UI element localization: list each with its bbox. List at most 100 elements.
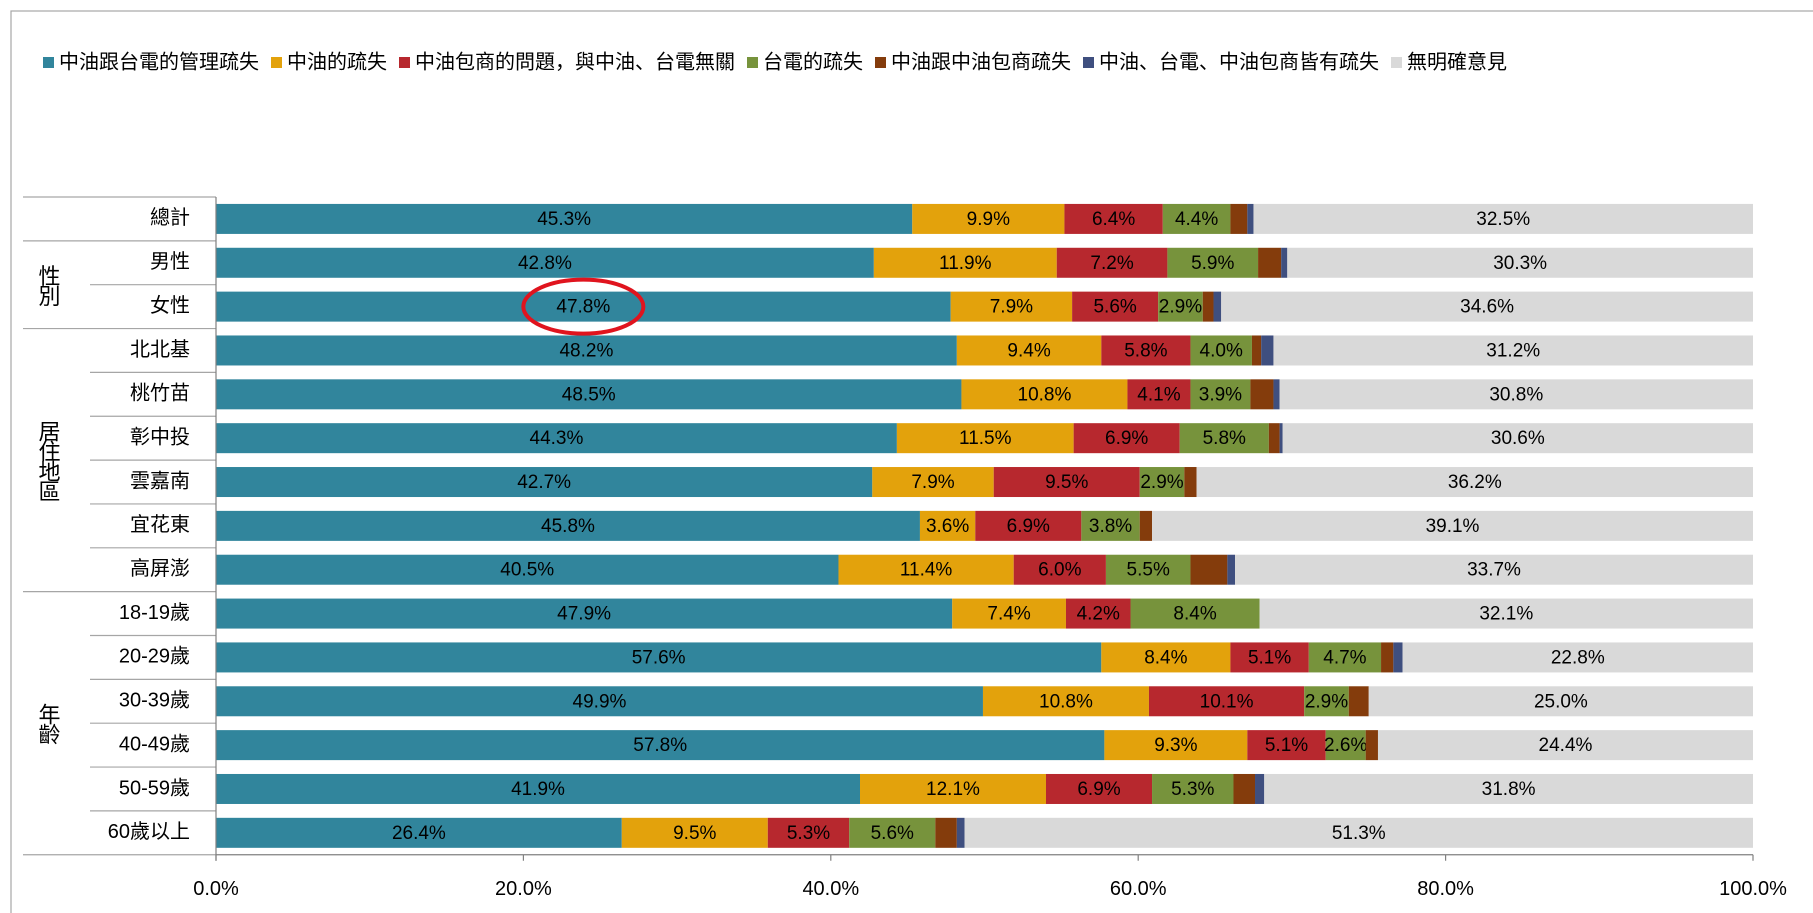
category-label: 50-59歲 (119, 776, 190, 799)
bar-segment (1255, 773, 1265, 804)
value-label: 34.6% (1460, 297, 1514, 318)
bar-segment (950, 291, 1073, 322)
bar-segment (1190, 335, 1252, 366)
bar-segment (1393, 642, 1403, 673)
bar-segment (896, 423, 1074, 454)
value-label: 22.8% (1551, 647, 1605, 668)
bar-segment (216, 642, 1102, 673)
value-label: 5.1% (1265, 735, 1308, 756)
bar-segment (1104, 730, 1248, 761)
category-label: 彰中投 (130, 425, 190, 448)
bar-segment (1261, 335, 1274, 366)
bar-segment (216, 335, 957, 366)
x-tick-label: 100.0% (1719, 878, 1787, 900)
bar-segment (1279, 379, 1753, 410)
bar-segment (621, 817, 768, 848)
bar-segment (1250, 379, 1274, 410)
highlight-circle (521, 277, 646, 336)
bar-segment (216, 598, 953, 629)
bar-segment (216, 817, 622, 848)
bar-segment (1304, 686, 1349, 717)
value-label: 36.2% (1448, 472, 1502, 493)
bar-segment (767, 817, 850, 848)
x-tick-label: 60.0% (1110, 878, 1167, 900)
value-label: 4.2% (1077, 604, 1120, 625)
legend-label: 中油跟台電的管理疏失 (59, 50, 259, 73)
bar-segment (993, 467, 1140, 498)
bar-segment (1127, 379, 1191, 410)
value-label: 26.4% (392, 823, 446, 844)
bar-segment (216, 291, 951, 322)
legend-swatch (399, 57, 410, 68)
bar-segment (1152, 510, 1753, 541)
value-label: 9.4% (1007, 340, 1050, 361)
bar-segment (1056, 247, 1168, 278)
value-label: 4.0% (1200, 340, 1243, 361)
value-label: 5.8% (1203, 428, 1246, 449)
value-label: 8.4% (1173, 604, 1216, 625)
legend-label: 中油包商的問題，與中油、台電無關 (415, 50, 735, 73)
legend-swatch (875, 57, 886, 68)
bar-segment (956, 335, 1102, 366)
bar-segment (1259, 598, 1753, 629)
x-tick-label: 20.0% (495, 878, 552, 900)
value-label: 39.1% (1426, 516, 1480, 537)
value-label: 7.9% (911, 472, 954, 493)
value-label: 9.9% (967, 209, 1010, 230)
category-label: 18-19歲 (119, 601, 190, 624)
value-label: 6.0% (1038, 560, 1081, 581)
bar-segment (1139, 510, 1153, 541)
category-label: 30-39歲 (119, 689, 190, 712)
legend-swatch (1083, 57, 1094, 68)
bar-segment (216, 554, 839, 585)
legend-swatch (271, 57, 282, 68)
value-label: 51.3% (1332, 823, 1386, 844)
value-label: 57.6% (632, 647, 686, 668)
bar-segment (1282, 423, 1753, 454)
bar-segment (1013, 554, 1106, 585)
value-label: 11.5% (959, 428, 1012, 449)
value-label: 32.1% (1479, 604, 1533, 625)
bar-segment (1365, 730, 1378, 761)
legend-label: 中油、台電、中油包商皆有疏失 (1099, 50, 1379, 73)
bar-segment (919, 510, 976, 541)
value-label: 5.6% (1093, 297, 1136, 318)
bar-segment (975, 510, 1082, 541)
value-label: 6.9% (1007, 516, 1050, 537)
bar-segment (1148, 686, 1305, 717)
value-label: 45.3% (537, 209, 591, 230)
bar-segment (1101, 642, 1231, 673)
category-label: 男性 (150, 250, 190, 273)
value-label: 10.8% (1039, 691, 1093, 712)
value-label: 5.9% (1191, 253, 1234, 274)
value-label: 6.9% (1077, 779, 1120, 800)
value-label: 3.6% (926, 516, 969, 537)
bar-segment (935, 817, 957, 848)
bar-segment (1179, 423, 1269, 454)
bar-segment (956, 817, 965, 848)
value-label: 44.3% (530, 428, 584, 449)
bar-segment (1064, 203, 1163, 234)
value-label: 31.8% (1482, 779, 1536, 800)
x-tick-label: 80.0% (1417, 878, 1474, 900)
bar-segment (1381, 642, 1394, 673)
value-label: 48.5% (562, 384, 616, 405)
category-label: 北北基 (130, 338, 190, 361)
value-label: 9.5% (673, 823, 716, 844)
value-label: 30.6% (1491, 428, 1545, 449)
value-label: 45.8% (541, 516, 595, 537)
bar-segment (1202, 291, 1214, 322)
bar-segment (1247, 730, 1326, 761)
bar-segment (216, 203, 913, 234)
value-label: 47.8% (556, 297, 610, 318)
bar-segment (1325, 730, 1366, 761)
bar-segment (982, 686, 1149, 717)
bar-segment (1273, 335, 1753, 366)
bar-segment (1281, 247, 1288, 278)
legend-swatch (747, 57, 758, 68)
bar-segment (1213, 291, 1222, 322)
bar-segment (838, 554, 1014, 585)
bar-segment (1287, 247, 1753, 278)
bar-segment (1045, 773, 1153, 804)
